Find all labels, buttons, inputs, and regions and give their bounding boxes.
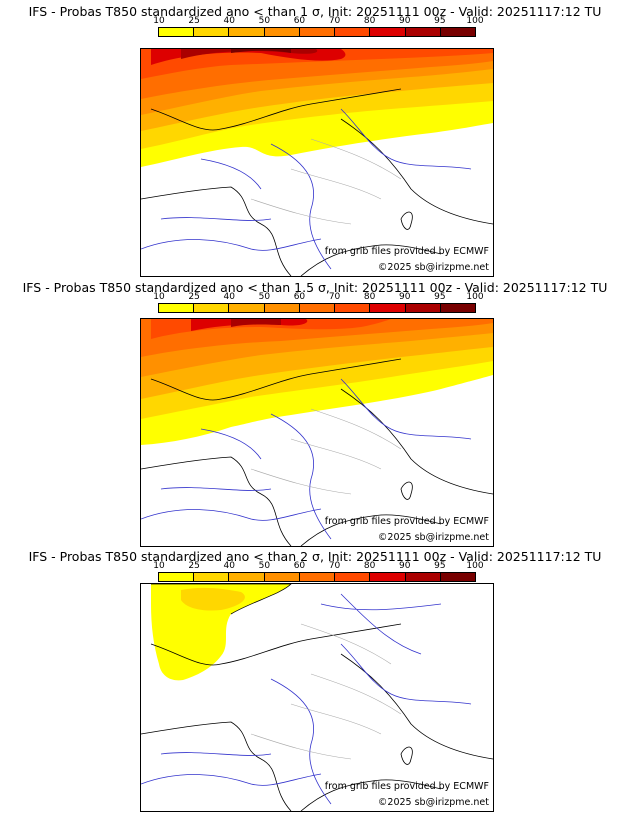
legend-tick-label: 80 <box>363 16 376 26</box>
copyright-credit: ©2025 sb@irizpme.net <box>377 532 489 543</box>
legend-swatch <box>299 304 336 312</box>
legend-tick-label: 40 <box>223 561 235 571</box>
legend-tick-label: 50 <box>258 292 271 302</box>
probability-map: from grib files provided by ECMWF ©2025 … <box>140 318 494 547</box>
legend-tick-label: 95 <box>434 292 446 302</box>
legend-swatch <box>405 304 441 312</box>
legend-tick-label: 60 <box>293 561 306 571</box>
copyright-credit: ©2025 sb@irizpme.net <box>377 262 489 273</box>
legend-tick-label: 10 <box>153 292 165 302</box>
legend-swatch <box>159 573 195 581</box>
legend-tick-label: 80 <box>363 292 376 302</box>
color-legend: 10 25 40 50 60 70 80 90 95 100 <box>153 561 484 583</box>
legend-swatch <box>335 28 371 36</box>
legend-swatch <box>159 28 195 36</box>
legend-swatch <box>159 304 195 312</box>
probability-map: from grib files provided by ECMWF ©2025 … <box>140 583 494 812</box>
legend-swatch <box>440 573 475 581</box>
legend-tick-label: 95 <box>434 16 446 26</box>
legend-tick-label: 100 <box>466 16 484 26</box>
legend-tick-label: 70 <box>328 561 341 571</box>
legend-tick-label: 25 <box>188 292 200 302</box>
source-credit: from grib files provided by ECMWF <box>324 246 489 257</box>
legend-tick-label: 70 <box>328 292 341 302</box>
legend-swatch <box>299 28 336 36</box>
legend-swatch <box>229 304 265 312</box>
legend-tick-label: 80 <box>363 561 376 571</box>
legend-tick-label: 10 <box>153 16 165 26</box>
panel-title: IFS - Probas T850 standardized ano < tha… <box>28 4 602 19</box>
legend-tick-label: 95 <box>434 561 446 571</box>
legend-swatch <box>229 28 265 36</box>
legend-tick-label: 90 <box>399 292 411 302</box>
legend-tick-label: 100 <box>466 561 484 571</box>
legend-swatch <box>440 304 475 312</box>
legend-tick-label: 50 <box>258 561 271 571</box>
legend-swatch <box>370 304 406 312</box>
source-credit: from grib files provided by ECMWF <box>324 781 489 792</box>
legend-tick-label: 50 <box>258 16 271 26</box>
legend-swatch <box>335 304 371 312</box>
legend-tick-label: 70 <box>328 16 341 26</box>
legend-swatch <box>370 573 406 581</box>
color-legend: 10 25 40 50 60 70 80 90 95 100 <box>153 16 484 38</box>
panel-title: IFS - Probas T850 standardized ano < tha… <box>28 549 602 564</box>
legend-colorbar <box>158 572 476 582</box>
panel-title: IFS - Probas T850 standardized ano < tha… <box>22 280 608 295</box>
legend-colorbar <box>158 27 476 37</box>
legend-swatch <box>335 573 371 581</box>
probability-map: from grib files provided by ECMWF ©2025 … <box>140 48 494 277</box>
legend-tick-label: 90 <box>399 561 411 571</box>
legend-tick-label: 25 <box>188 561 200 571</box>
legend-tick-label: 60 <box>293 292 306 302</box>
legend-swatch <box>194 304 230 312</box>
legend-swatch <box>229 573 265 581</box>
legend-swatch <box>370 28 406 36</box>
legend-swatch <box>405 28 441 36</box>
legend-colorbar <box>158 303 476 313</box>
legend-swatch <box>405 573 441 581</box>
legend-tick-label: 40 <box>223 16 235 26</box>
legend-swatch <box>264 573 300 581</box>
legend-swatch <box>194 573 230 581</box>
legend-tick-label: 25 <box>188 16 200 26</box>
legend-tick-label: 40 <box>223 292 235 302</box>
legend-swatch <box>440 28 475 36</box>
source-credit: from grib files provided by ECMWF <box>324 516 489 527</box>
legend-swatch <box>264 28 300 36</box>
legend-tick-label: 100 <box>466 292 484 302</box>
legend-swatch <box>299 573 336 581</box>
legend-tick-label: 60 <box>293 16 306 26</box>
color-legend: 10 25 40 50 60 70 80 90 95 100 <box>153 292 484 314</box>
legend-swatch <box>194 28 230 36</box>
legend-tick-label: 90 <box>399 16 411 26</box>
copyright-credit: ©2025 sb@irizpme.net <box>377 797 489 808</box>
legend-swatch <box>264 304 300 312</box>
legend-tick-label: 10 <box>153 561 165 571</box>
